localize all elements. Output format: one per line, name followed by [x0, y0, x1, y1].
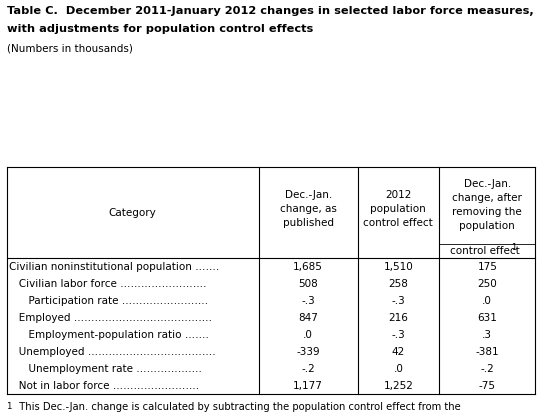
Text: Employment-population ratio …….: Employment-population ratio ……. — [9, 330, 209, 340]
Text: 175: 175 — [478, 262, 497, 272]
Text: .0: .0 — [482, 296, 492, 306]
Text: Dec.-Jan.
change, after
removing the
population: Dec.-Jan. change, after removing the pop… — [453, 180, 522, 231]
Text: Unemployment rate ……………….: Unemployment rate ………………. — [9, 364, 202, 374]
Text: control effect: control effect — [450, 246, 519, 256]
Text: 1: 1 — [511, 243, 516, 252]
Text: This Dec.-Jan. change is calculated by subtracting the population control effect: This Dec.-Jan. change is calculated by s… — [13, 402, 461, 413]
Text: -.2: -.2 — [480, 364, 494, 374]
Text: 216: 216 — [389, 313, 408, 323]
Text: .0: .0 — [393, 364, 403, 374]
Text: 631: 631 — [478, 313, 497, 323]
Text: -.2: -.2 — [301, 364, 315, 374]
Text: Civilian labor force …………………….: Civilian labor force ……………………. — [9, 279, 207, 289]
Text: Not in labor force …………………….: Not in labor force ……………………. — [9, 381, 199, 391]
Text: .3: .3 — [482, 330, 492, 340]
Text: 2012
population
control effect: 2012 population control effect — [364, 190, 433, 228]
Text: 1,510: 1,510 — [384, 262, 413, 272]
Text: -339: -339 — [296, 347, 320, 357]
Text: 508: 508 — [298, 279, 318, 289]
Text: -75: -75 — [479, 381, 496, 391]
Text: Dec.-Jan.
change, as
published: Dec.-Jan. change, as published — [280, 190, 337, 228]
Text: with adjustments for population control effects: with adjustments for population control … — [7, 24, 313, 34]
Text: 1,177: 1,177 — [293, 381, 323, 391]
Text: Participation rate …………………….: Participation rate ……………………. — [9, 296, 208, 306]
Text: -381: -381 — [475, 347, 499, 357]
Text: 250: 250 — [478, 279, 497, 289]
Text: -.3: -.3 — [391, 330, 405, 340]
Text: Civilian noninstitutional population …….: Civilian noninstitutional population ……. — [9, 262, 220, 272]
Text: 258: 258 — [389, 279, 408, 289]
Text: -.3: -.3 — [391, 296, 405, 306]
Text: Category: Category — [108, 208, 157, 218]
Text: 1,685: 1,685 — [293, 262, 323, 272]
Text: Employed ………………………………….: Employed …………………………………. — [9, 313, 212, 323]
Text: (Numbers in thousands): (Numbers in thousands) — [7, 43, 132, 53]
Text: Table C.  December 2011-January 2012 changes in selected labor force measures,: Table C. December 2011-January 2012 chan… — [7, 6, 533, 16]
Text: 42: 42 — [392, 347, 405, 357]
Text: 847: 847 — [298, 313, 318, 323]
Text: 1,252: 1,252 — [383, 381, 414, 391]
Text: -.3: -.3 — [301, 296, 315, 306]
Text: .0: .0 — [303, 330, 313, 340]
Text: 1: 1 — [7, 402, 12, 411]
Text: Unemployed ……………………………….: Unemployed ………………………………. — [9, 347, 216, 357]
